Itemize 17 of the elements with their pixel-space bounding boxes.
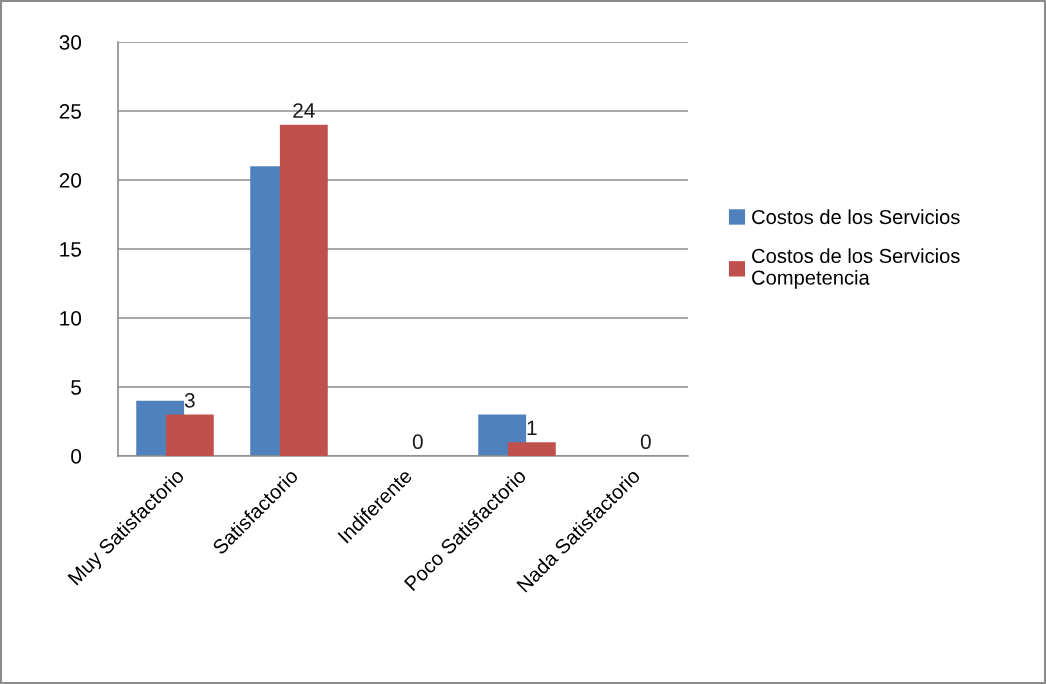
y-tick-label: 0 [71, 449, 82, 464]
legend-label: Costos de los Servicios [752, 209, 960, 225]
y-tick-label: 20 [59, 173, 82, 188]
y-tick-label: 15 [60, 242, 82, 257]
bar [507, 442, 556, 456]
bar [279, 124, 328, 456]
data-label: 1 [527, 420, 537, 436]
y-tick-label: 25 [59, 104, 82, 119]
y-tick-label: 5 [71, 380, 82, 395]
legend-label: Costos de los Servicios Competencia [752, 248, 960, 289]
data-label: 3 [184, 392, 195, 408]
data-label: 24 [293, 103, 315, 118]
data-label: 0 [412, 434, 423, 450]
y-tick-label: 10 [60, 311, 82, 326]
bar [165, 414, 214, 456]
y-tick-label: 30 [59, 35, 82, 50]
data-label: 0 [640, 434, 651, 450]
